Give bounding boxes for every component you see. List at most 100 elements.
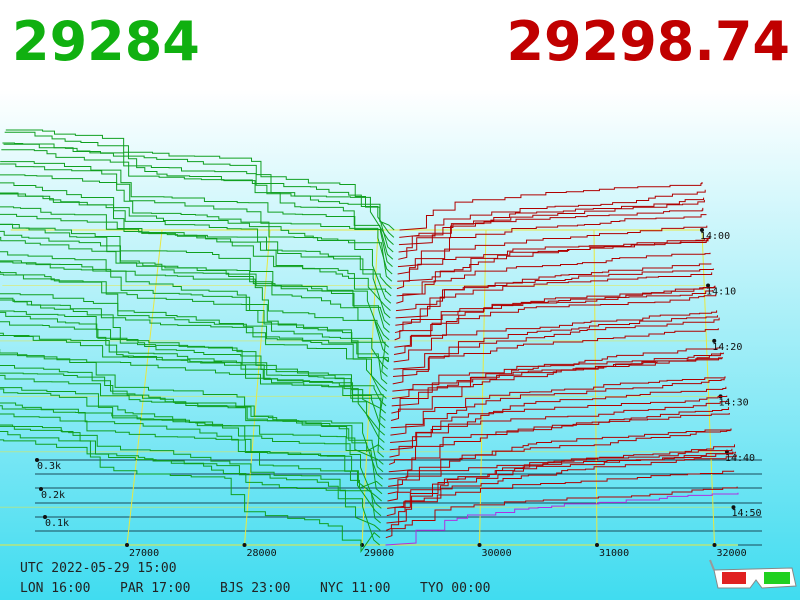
grid-line (361, 229, 379, 546)
bid-depth-line (0, 193, 392, 304)
ask-depth-line (399, 182, 703, 231)
bid-depth-line (0, 431, 381, 553)
bid-depth-line (0, 273, 388, 385)
tick-dot (39, 487, 43, 491)
bid-price: 29284 (12, 10, 200, 73)
tick-dot (712, 338, 717, 343)
price-label: 32000 (717, 548, 747, 559)
time-label: 14:50 (731, 508, 761, 519)
bid-depth-line (0, 161, 393, 267)
ask-depth-line (396, 237, 709, 290)
depth-label: 0.1k (45, 518, 69, 529)
ask-depth-line (385, 492, 739, 546)
utc-time: UTC 2022-05-29 15:00 (20, 561, 177, 576)
bid-depth-line (0, 425, 381, 531)
ask-depth-line (392, 328, 719, 378)
city-time: BJS 23:00 (220, 581, 290, 596)
bid-depth-line (0, 261, 389, 370)
ask-depth-line (395, 272, 713, 319)
ask-depth-line (385, 454, 737, 531)
tick-dot (35, 458, 39, 462)
bid-depth-line (0, 354, 385, 458)
bid-depth-line (0, 271, 388, 377)
ask-depth-line (392, 345, 721, 392)
bid-depth-line (0, 310, 387, 414)
ask-depth-line (393, 293, 717, 356)
ask-depth-line (386, 451, 736, 524)
ask-depth-line (390, 352, 724, 421)
tick-dot (242, 543, 247, 547)
bid-depth-line (0, 174, 393, 282)
tick-dot (43, 515, 47, 519)
bid-depth-line (0, 213, 391, 319)
time-label: 14:10 (706, 286, 736, 297)
price-label: 27000 (129, 548, 159, 559)
bid-depth-line (0, 311, 386, 421)
ask-depth-line (385, 486, 738, 539)
bid-depth-line (0, 364, 384, 465)
3d-glasses-icon[interactable] (709, 559, 797, 589)
time-label: 14:20 (712, 342, 742, 353)
bid-depth-line (0, 230, 390, 341)
bid-depth-line (0, 223, 390, 333)
tick-dot (700, 228, 704, 232)
city-time: PAR 17:00 (120, 581, 190, 596)
tick-dot (706, 283, 711, 288)
grid-line (244, 229, 271, 546)
bid-depth-line (0, 206, 391, 311)
time-label: 14:40 (725, 453, 755, 464)
depth-label: 0.2k (41, 490, 65, 501)
ask-depth-line (398, 199, 705, 253)
ask-depth-line (389, 395, 728, 451)
bid-depth-line (0, 297, 387, 399)
bid-depth-line (0, 335, 385, 443)
bid-depth-line (2, 142, 394, 253)
price-label: 29000 (364, 548, 394, 559)
bid-depth-line (1, 149, 394, 260)
bid-depth-line (0, 405, 382, 509)
ask-depth-line (397, 225, 708, 275)
ask-depth-line (390, 386, 727, 443)
bid-depth-line (0, 163, 393, 275)
tick-dot (477, 543, 482, 547)
depth-label: 0.3k (37, 461, 61, 472)
bid-depth-line (0, 439, 380, 546)
tick-dot (712, 543, 717, 547)
ask-depth-line (388, 412, 730, 473)
ask-depth-line (390, 376, 726, 436)
ask-depth-line (394, 268, 714, 334)
bid-depth-line (0, 388, 383, 495)
bid-depth-line (0, 236, 390, 348)
price-label: 28000 (247, 548, 277, 559)
ask-price: 29298.74 (506, 10, 790, 73)
city-time: LON 16:00 (20, 581, 90, 596)
ask-depth-line (397, 214, 707, 268)
ask-depth-line (398, 189, 706, 260)
bid-depth-line (0, 332, 386, 436)
ask-depth-line (387, 470, 735, 509)
bid-depth-line (0, 374, 384, 480)
bid-depth-line (0, 402, 382, 502)
tick-dot (125, 543, 129, 547)
price-label: 30000 (482, 548, 512, 559)
tick-dot (595, 543, 599, 547)
ask-depth-line (396, 252, 711, 304)
ask-depth-line (390, 378, 725, 429)
ask-depth-line (388, 428, 732, 487)
ask-depth-line (395, 263, 712, 312)
bid-depth-line (0, 372, 384, 473)
ask-depth-line (393, 310, 718, 363)
bid-depth-line (0, 251, 389, 355)
ask-depth-line (396, 236, 710, 297)
city-time: NYC 11:00 (320, 581, 390, 596)
bid-depth-line (4, 131, 395, 238)
bid-depth-line (0, 413, 382, 517)
time-label: 14:00 (700, 231, 730, 242)
grid-line (701, 229, 715, 546)
ask-depth-line (394, 286, 715, 341)
ask-depth-line (394, 285, 716, 348)
ask-depth-line (387, 448, 733, 495)
ask-depth-line (389, 401, 729, 458)
